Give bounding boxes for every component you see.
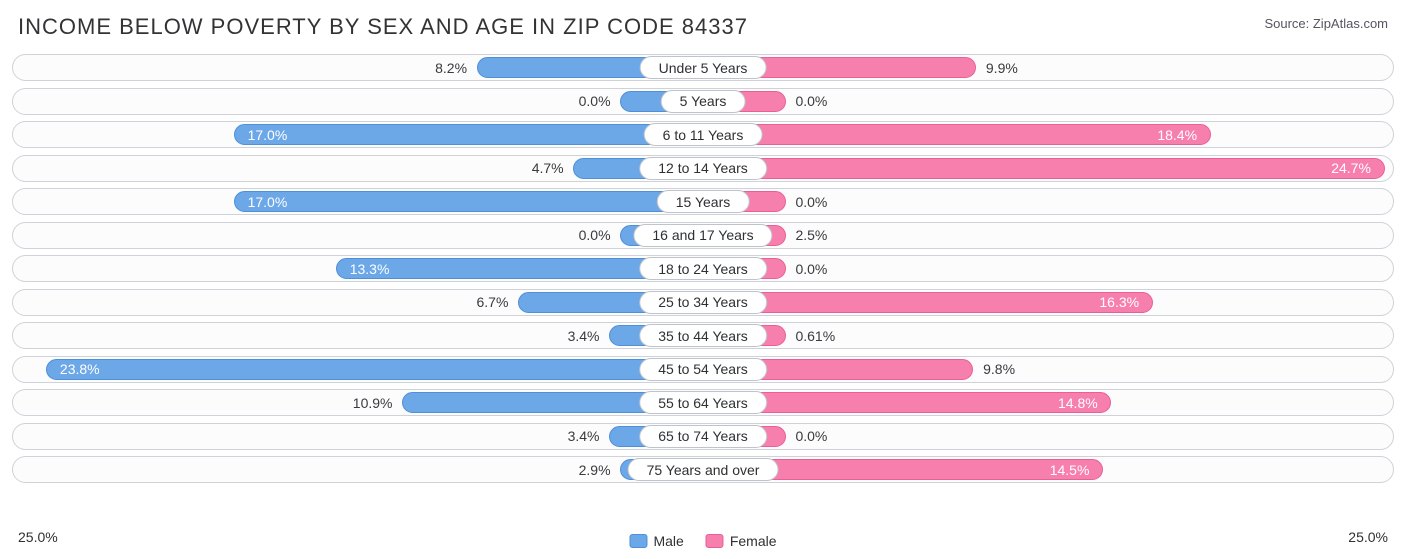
chart-row: 10.9% 14.8% 55 to 64 Years — [12, 389, 1394, 416]
female-value-label: 0.0% — [795, 189, 827, 214]
female-value-label: 2.5% — [795, 223, 827, 248]
chart-row: 2.9% 14.5% 75 Years and over — [12, 456, 1394, 483]
chart-row: 4.7% 24.7% 12 to 14 Years — [12, 155, 1394, 182]
male-swatch — [629, 534, 647, 548]
male-value-label: 0.0% — [579, 89, 611, 114]
female-value-label: 18.4% — [1157, 122, 1197, 147]
female-value-label: 24.7% — [1331, 156, 1371, 181]
axis-max-right: 25.0% — [1348, 529, 1388, 545]
chart-row: 13.3% 0.0% 18 to 24 Years — [12, 255, 1394, 282]
category-label: 75 Years and over — [628, 458, 779, 481]
female-value-label: 9.8% — [983, 357, 1015, 382]
category-label: 55 to 64 Years — [639, 391, 767, 414]
category-label: 65 to 74 Years — [639, 425, 767, 448]
female-value-label: 0.0% — [795, 89, 827, 114]
female-value-label: 0.61% — [795, 323, 835, 348]
female-value-label: 16.3% — [1099, 290, 1139, 315]
male-value-label: 17.0% — [248, 189, 288, 214]
chart-row: 6.7% 16.3% 25 to 34 Years — [12, 289, 1394, 316]
male-bar — [234, 191, 703, 212]
chart-row: 17.0% 18.4% 6 to 11 Years — [12, 121, 1394, 148]
category-label: 16 and 17 Years — [633, 224, 772, 247]
category-label: 18 to 24 Years — [639, 257, 767, 280]
category-label: 15 Years — [657, 190, 750, 213]
chart-row: 23.8% 9.8% 45 to 54 Years — [12, 356, 1394, 383]
axis-max-left: 25.0% — [18, 529, 58, 545]
male-value-label: 8.2% — [435, 55, 467, 80]
male-value-label: 3.4% — [568, 323, 600, 348]
category-label: 35 to 44 Years — [639, 324, 767, 347]
male-bar — [234, 124, 703, 145]
male-value-label: 10.9% — [353, 390, 393, 415]
chart-row: 3.4% 0.61% 35 to 44 Years — [12, 322, 1394, 349]
female-value-label: 14.8% — [1058, 390, 1098, 415]
category-label: 6 to 11 Years — [644, 123, 763, 146]
male-bar — [46, 359, 703, 380]
legend: Male Female — [629, 533, 776, 549]
male-value-label: 23.8% — [60, 357, 100, 382]
female-value-label: 9.9% — [986, 55, 1018, 80]
chart-row: 0.0% 2.5% 16 and 17 Years — [12, 222, 1394, 249]
female-bar — [703, 158, 1385, 179]
female-value-label: 14.5% — [1050, 457, 1090, 482]
female-value-label: 0.0% — [795, 256, 827, 281]
chart-row: 17.0% 0.0% 15 Years — [12, 188, 1394, 215]
male-value-label: 3.4% — [568, 424, 600, 449]
category-label: Under 5 Years — [640, 56, 767, 79]
legend-label-male: Male — [653, 533, 683, 549]
diverging-bar-chart: 8.2% 9.9% Under 5 Years 0.0% 0.0% 5 Years 17.0… — [12, 54, 1394, 490]
male-value-label: 4.7% — [532, 156, 564, 181]
male-value-label: 0.0% — [579, 223, 611, 248]
male-value-label: 13.3% — [350, 256, 390, 281]
female-bar — [703, 124, 1211, 145]
source-attribution: Source: ZipAtlas.com — [1264, 16, 1388, 31]
category-label: 25 to 34 Years — [639, 291, 767, 314]
female-bar — [703, 292, 1153, 313]
category-label: 12 to 14 Years — [639, 157, 767, 180]
legend-label-female: Female — [730, 533, 777, 549]
category-label: 5 Years — [661, 90, 746, 113]
chart-row: 8.2% 9.9% Under 5 Years — [12, 54, 1394, 81]
legend-item-male: Male — [629, 533, 683, 549]
male-value-label: 6.7% — [477, 290, 509, 315]
chart-row: 3.4% 0.0% 65 to 74 Years — [12, 423, 1394, 450]
male-value-label: 17.0% — [248, 122, 288, 147]
female-value-label: 0.0% — [795, 424, 827, 449]
chart-row: 0.0% 0.0% 5 Years — [12, 88, 1394, 115]
category-label: 45 to 54 Years — [639, 358, 767, 381]
male-value-label: 2.9% — [579, 457, 611, 482]
legend-item-female: Female — [706, 533, 777, 549]
female-swatch — [706, 534, 724, 548]
chart-title: INCOME BELOW POVERTY BY SEX AND AGE IN Z… — [0, 0, 1406, 40]
